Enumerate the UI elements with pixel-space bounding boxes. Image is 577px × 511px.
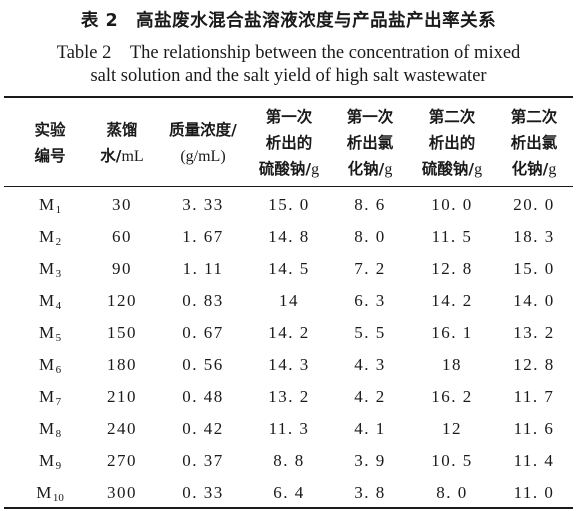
cell-first-sulfate: 11. 3	[268, 419, 310, 438]
table-row: M3 90 1. 11 14. 5 7. 2 12. 8 15. 0	[0, 253, 577, 285]
cell-second-sulfate: 12. 8	[431, 259, 473, 278]
cell-concentration: 0. 83	[182, 291, 224, 310]
cell-first-chloride: 8. 6	[354, 195, 386, 214]
cell-water: 90	[112, 259, 132, 278]
cell-first-chloride: 4. 3	[354, 355, 386, 374]
cell-second-chloride: 14. 0	[513, 291, 555, 310]
cell-id: M9	[38, 451, 62, 472]
cell-concentration: 0. 37	[182, 451, 224, 470]
cell-id: M10	[36, 483, 64, 504]
cell-second-chloride: 11. 6	[513, 419, 555, 438]
header-second-sodium-sulfate: 第二次 析出的 硫酸钠/g	[421, 107, 483, 178]
table-title-en-line1: Table 2 The relationship between the con…	[56, 43, 521, 63]
cell-second-chloride: 11. 7	[513, 387, 555, 406]
header-first-sodium-chloride: 第一次 析出氯 化钠/g	[346, 107, 394, 178]
cell-second-chloride: 11. 0	[513, 483, 555, 502]
cell-second-sulfate: 11. 5	[431, 227, 473, 246]
table-row: M5 150 0. 67 14. 2 5. 5 16. 1 13. 2	[0, 317, 577, 349]
header-experiment-id: 实验 编号	[34, 121, 66, 165]
cell-concentration: 1. 11	[182, 259, 224, 278]
cell-first-chloride: 3. 8	[354, 483, 386, 502]
cell-concentration: 0. 67	[182, 323, 224, 342]
cell-water: 300	[107, 483, 137, 502]
cell-id: M4	[38, 291, 62, 312]
cell-water: 30	[112, 195, 132, 214]
cell-water: 240	[107, 419, 137, 438]
cell-first-sulfate: 14. 2	[268, 323, 310, 342]
cell-water: 60	[112, 227, 132, 246]
table-header-rule	[4, 186, 573, 187]
table-row: M4 120 0. 83 14 6. 3 14. 2 14. 0	[0, 285, 577, 317]
cell-second-sulfate: 10. 0	[431, 195, 473, 214]
cell-second-chloride: 20. 0	[513, 195, 555, 214]
cell-water: 270	[107, 451, 137, 470]
table-title-cn: 表 2 高盐废水混合盐溶液浓度与产品盐产出率关系	[80, 11, 497, 31]
cell-first-chloride: 4. 2	[354, 387, 386, 406]
cell-first-sulfate: 14. 5	[268, 259, 310, 278]
cell-second-sulfate: 18	[442, 355, 462, 374]
cell-first-chloride: 4. 1	[354, 419, 386, 438]
cell-first-chloride: 7. 2	[354, 259, 386, 278]
table-bottom-rule	[4, 507, 573, 509]
cell-second-sulfate: 16. 2	[431, 387, 473, 406]
cell-second-chloride: 13. 2	[513, 323, 555, 342]
cell-concentration: 0. 42	[182, 419, 224, 438]
cell-water: 150	[107, 323, 137, 342]
cell-concentration: 0. 56	[182, 355, 224, 374]
cell-concentration: 1. 67	[182, 227, 224, 246]
table-row: M6 180 0. 56 14. 3 4. 3 18 12. 8	[0, 349, 577, 381]
table-title-en-line2: salt solution and the salt yield of high…	[90, 66, 487, 86]
cell-second-sulfate: 14. 2	[431, 291, 473, 310]
cell-first-sulfate: 14	[279, 291, 299, 310]
cell-concentration: 3. 33	[182, 195, 224, 214]
cell-water: 210	[107, 387, 137, 406]
cell-first-chloride: 6. 3	[354, 291, 386, 310]
cell-water: 120	[107, 291, 137, 310]
table-top-rule	[4, 96, 573, 98]
cell-second-chloride: 12. 8	[513, 355, 555, 374]
table-row: M8 240 0. 42 11. 3 4. 1 12 11. 6	[0, 413, 577, 445]
cell-id: M3	[38, 259, 62, 280]
table-row: M7 210 0. 48 13. 2 4. 2 16. 2 11. 7	[0, 381, 577, 413]
cell-first-sulfate: 15. 0	[268, 195, 310, 214]
cell-id: M7	[38, 387, 62, 408]
cell-id: M8	[38, 419, 62, 440]
cell-id: M2	[38, 227, 62, 248]
cell-first-sulfate: 14. 8	[268, 227, 310, 246]
cell-first-sulfate: 13. 2	[268, 387, 310, 406]
cell-concentration: 0. 33	[182, 483, 224, 502]
cell-first-sulfate: 14. 3	[268, 355, 310, 374]
table-row: M9 270 0. 37 8. 8 3. 9 10. 5 11. 4	[0, 445, 577, 477]
cell-first-chloride: 5. 5	[354, 323, 386, 342]
cell-id: M6	[38, 355, 62, 376]
header-second-sodium-chloride: 第二次 析出氯 化钠/g	[510, 107, 558, 178]
cell-second-sulfate: 12	[442, 419, 462, 438]
cell-water: 180	[107, 355, 137, 374]
cell-second-sulfate: 10. 5	[431, 451, 473, 470]
header-first-sodium-sulfate: 第一次 析出的 硫酸钠/g	[258, 107, 320, 178]
cell-second-sulfate: 16. 1	[431, 323, 473, 342]
cell-concentration: 0. 48	[182, 387, 224, 406]
cell-second-chloride: 15. 0	[513, 259, 555, 278]
table-row: M2 60 1. 67 14. 8 8. 0 11. 5 18. 3	[0, 221, 577, 253]
cell-first-chloride: 8. 0	[354, 227, 386, 246]
cell-second-sulfate: 8. 0	[436, 483, 468, 502]
cell-second-chloride: 11. 4	[513, 451, 555, 470]
cell-first-sulfate: 8. 8	[273, 451, 305, 470]
cell-id: M1	[38, 195, 62, 216]
header-mass-concentration: 质量浓度/(g/mL)	[169, 120, 237, 165]
cell-id: M5	[38, 323, 62, 344]
cell-second-chloride: 18. 3	[513, 227, 555, 246]
cell-first-chloride: 3. 9	[354, 451, 386, 470]
header-distilled-water: 蒸馏 水/mL	[100, 120, 144, 165]
table-row: M1 30 3. 33 15. 0 8. 6 10. 0 20. 0	[0, 189, 577, 221]
cell-first-sulfate: 6. 4	[273, 483, 305, 502]
table-row: M10 300 0. 33 6. 4 3. 8 8. 0 11. 0	[0, 477, 577, 509]
